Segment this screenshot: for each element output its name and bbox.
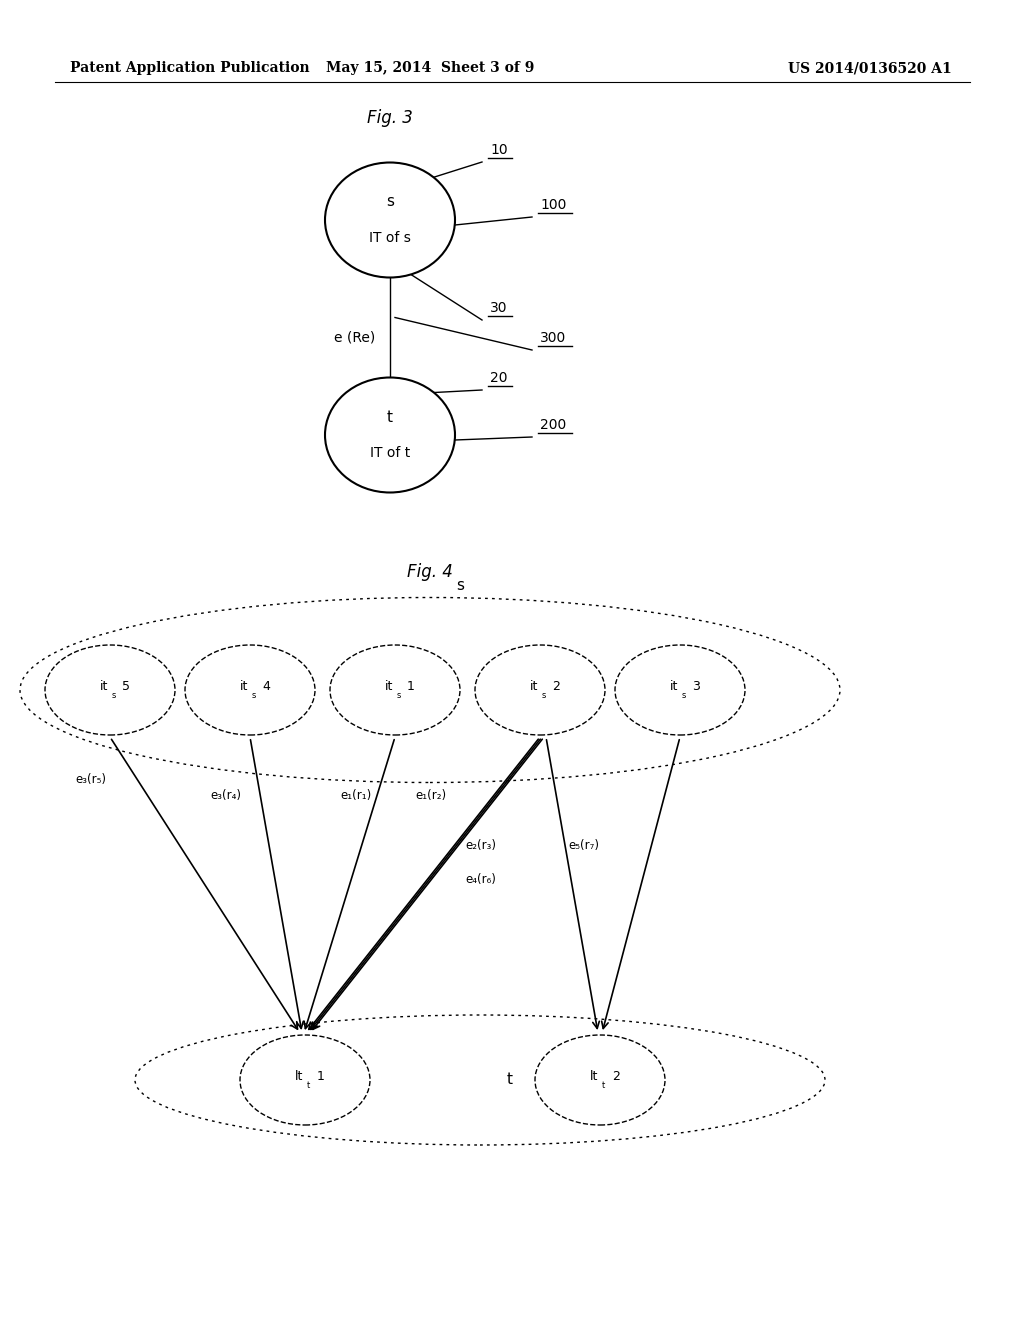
Ellipse shape [475,645,605,735]
Text: s: s [542,692,547,701]
Text: IT of t: IT of t [370,446,411,459]
Text: 1: 1 [407,681,415,693]
Ellipse shape [325,378,455,492]
Text: it: it [240,681,248,693]
Text: 200: 200 [540,418,566,432]
Text: 4: 4 [262,681,270,693]
Text: t: t [387,409,393,425]
Text: e₅(r₇): e₅(r₇) [568,838,599,851]
Text: s: s [397,692,401,701]
Text: lt: lt [295,1071,303,1084]
Ellipse shape [330,645,460,735]
Text: 1: 1 [317,1071,325,1084]
Text: e₁(r₂): e₁(r₂) [415,788,446,801]
Text: 30: 30 [490,301,508,315]
Text: e (Re): e (Re) [334,330,375,345]
Ellipse shape [615,645,745,735]
Text: Fig. 3: Fig. 3 [367,110,413,127]
Text: 2: 2 [552,681,560,693]
Text: s: s [386,194,394,210]
Text: it: it [385,681,393,693]
Text: 300: 300 [540,331,566,345]
Text: s: s [456,578,464,593]
Text: t: t [507,1072,513,1088]
Text: 5: 5 [122,681,130,693]
Ellipse shape [240,1035,370,1125]
Text: t: t [307,1081,310,1090]
Ellipse shape [185,645,315,735]
Ellipse shape [535,1035,665,1125]
Text: it: it [670,681,678,693]
Text: s: s [112,692,117,701]
Text: it: it [99,681,108,693]
Ellipse shape [325,162,455,277]
Text: e₃(r₄): e₃(r₄) [210,788,241,801]
Text: it: it [529,681,538,693]
Text: e₃(r₅): e₃(r₅) [75,774,106,787]
Text: e₄(r₆): e₄(r₆) [465,874,496,887]
Text: May 15, 2014  Sheet 3 of 9: May 15, 2014 Sheet 3 of 9 [326,61,535,75]
Text: IT of s: IT of s [369,231,411,246]
Text: Patent Application Publication: Patent Application Publication [70,61,309,75]
Ellipse shape [45,645,175,735]
Text: 3: 3 [692,681,699,693]
Text: 10: 10 [490,143,508,157]
Text: t: t [602,1081,605,1090]
Text: Fig. 4: Fig. 4 [408,564,453,581]
Text: s: s [252,692,256,701]
Text: lt: lt [590,1071,598,1084]
Text: s: s [682,692,686,701]
Text: US 2014/0136520 A1: US 2014/0136520 A1 [788,61,952,75]
Text: 2: 2 [612,1071,620,1084]
Text: e₁(r₁): e₁(r₁) [340,788,372,801]
Text: 100: 100 [540,198,566,213]
Text: e₂(r₃): e₂(r₃) [465,838,496,851]
Text: 20: 20 [490,371,508,385]
